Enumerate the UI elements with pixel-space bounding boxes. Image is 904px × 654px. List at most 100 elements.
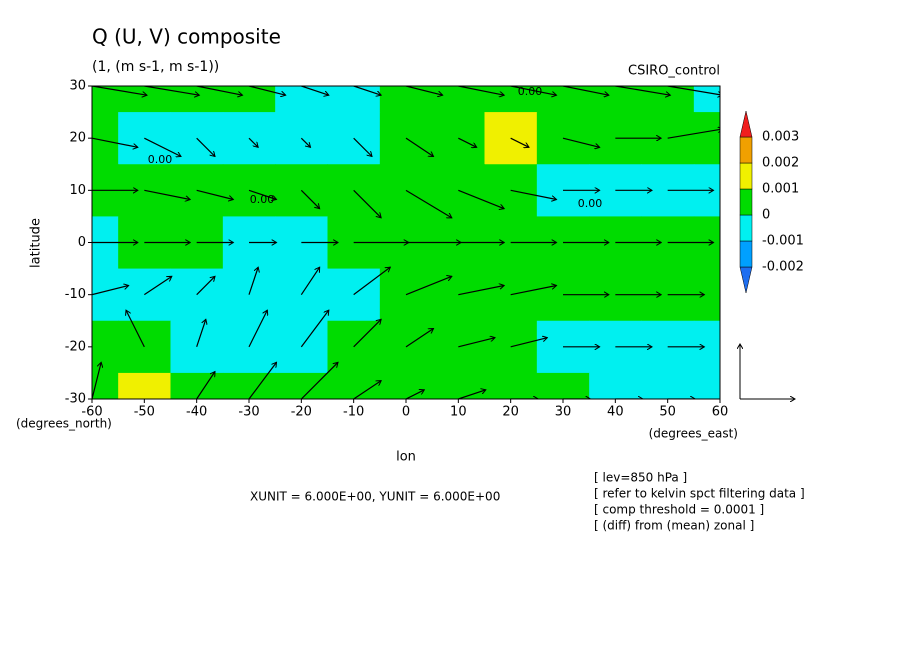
- field-cell: [536, 372, 590, 399]
- wind-vector: [405, 189, 452, 219]
- x-tick-label: -20: [291, 405, 312, 420]
- note: [ refer to kelvin spct filtering data ]: [594, 487, 805, 501]
- wind-vector: [196, 137, 215, 156]
- wind-vector: [248, 310, 267, 348]
- colorbar-label: -0.002: [762, 260, 804, 275]
- wind-vector: [510, 189, 557, 199]
- wind-vector: [405, 276, 452, 296]
- wind-vector: [300, 189, 319, 208]
- y-tick-label: 20: [69, 131, 86, 146]
- field-cell: [432, 86, 485, 113]
- field-cell: [275, 268, 328, 322]
- wind-vector: [458, 390, 486, 399]
- wind-vector: [126, 310, 145, 348]
- x-tick-label: 60: [712, 405, 729, 420]
- y-tick-label: -10: [65, 287, 86, 302]
- contour-label: 0.00: [148, 153, 173, 166]
- field-cell: [327, 372, 381, 399]
- colorbar-segment: [739, 162, 753, 190]
- wind-vector: [719, 86, 720, 87]
- colorbar-segment: [739, 214, 753, 242]
- y-tick-label: -20: [65, 339, 86, 354]
- note: [ lev=850 hPa ]: [594, 471, 687, 485]
- wind-vector: [353, 189, 382, 218]
- vector-unit-text: XUNIT = 6.000E+00, YUNIT = 6.000E+00: [250, 490, 500, 504]
- y-tick-label: 0: [78, 235, 86, 250]
- y-tick-label: 10: [69, 183, 86, 198]
- field-cell: [641, 372, 695, 399]
- contour-label: 0.00: [250, 193, 275, 206]
- field-cell: [222, 268, 276, 322]
- wind-vector: [196, 372, 215, 399]
- field-cell: [92, 372, 119, 399]
- wind-vector: [458, 189, 504, 208]
- wind-vector: [353, 137, 372, 156]
- contour-label: 0.00: [518, 85, 543, 98]
- field-cell: [327, 86, 381, 113]
- field-cell: [92, 86, 119, 113]
- wind-vector: [510, 338, 548, 348]
- wind-vector: [300, 362, 338, 399]
- field-cell: [693, 372, 720, 399]
- field-cell: [693, 86, 720, 113]
- wind-vector: [300, 310, 329, 348]
- wind-vector: [144, 137, 181, 156]
- field-cell: [118, 320, 171, 374]
- wind-vector: [92, 137, 138, 147]
- x-tick-label: -10: [343, 405, 364, 420]
- wind-vector: [562, 86, 609, 95]
- wind-vector: [458, 86, 504, 95]
- chart-title: Q (U, V) composite: [92, 25, 281, 49]
- wind-vector: [92, 362, 101, 399]
- field-cell: [275, 320, 328, 374]
- wind-vector: [667, 86, 720, 95]
- wind-vector: [510, 86, 557, 95]
- x-tick-label: -30: [238, 405, 259, 420]
- colorbar-segment: [739, 240, 753, 268]
- field-cell: [170, 320, 224, 374]
- colorbar-arrow: [739, 266, 753, 294]
- field-cell: [222, 372, 276, 399]
- wind-vector: [144, 276, 172, 296]
- colorbar-label: 0.001: [762, 182, 799, 197]
- wind-vector: [248, 267, 258, 295]
- colorbar-arrow: [739, 110, 753, 138]
- wind-vector: [353, 86, 382, 95]
- field-cell: [693, 112, 720, 165]
- x-tick-label: -40: [186, 405, 207, 420]
- wind-vector: [405, 390, 424, 399]
- wind-vector: [353, 267, 391, 296]
- field-cell: [275, 86, 328, 113]
- wind-vector: [510, 286, 557, 296]
- x-tick-label: 0: [402, 405, 410, 420]
- wind-vector: [667, 129, 720, 139]
- wind-vector: [92, 86, 147, 95]
- vector-field: [92, 86, 720, 399]
- field-cell: [484, 86, 538, 113]
- wind-vector: [196, 276, 215, 296]
- colorbar-segment: [739, 136, 753, 164]
- field-cell: [118, 372, 171, 399]
- x-tick-label: -50: [134, 405, 155, 420]
- field-cell: [432, 372, 485, 399]
- wind-vector: [300, 137, 310, 147]
- x-unit-label: (degrees_east): [649, 427, 738, 441]
- wind-vector: [510, 137, 529, 147]
- x-tick-label: 10: [450, 405, 467, 420]
- colorbar-label: 0: [762, 208, 770, 223]
- field-cell: [92, 268, 119, 322]
- wind-vector: [562, 137, 600, 147]
- wind-vector: [300, 267, 319, 295]
- field-cell: [170, 86, 224, 113]
- wind-vector: [458, 338, 495, 348]
- field-cell: [170, 268, 224, 322]
- colorbar-segment: [739, 188, 753, 216]
- wind-vector: [458, 286, 504, 296]
- field-cell: [92, 320, 119, 374]
- wind-vector: [248, 189, 277, 199]
- wind-vector: [144, 86, 199, 95]
- y-tick-label: 30: [69, 79, 86, 94]
- note: [ (diff) from (mean) zonal ]: [594, 519, 754, 533]
- wind-vector: [301, 86, 329, 95]
- y-axis-label: latitude: [29, 218, 44, 268]
